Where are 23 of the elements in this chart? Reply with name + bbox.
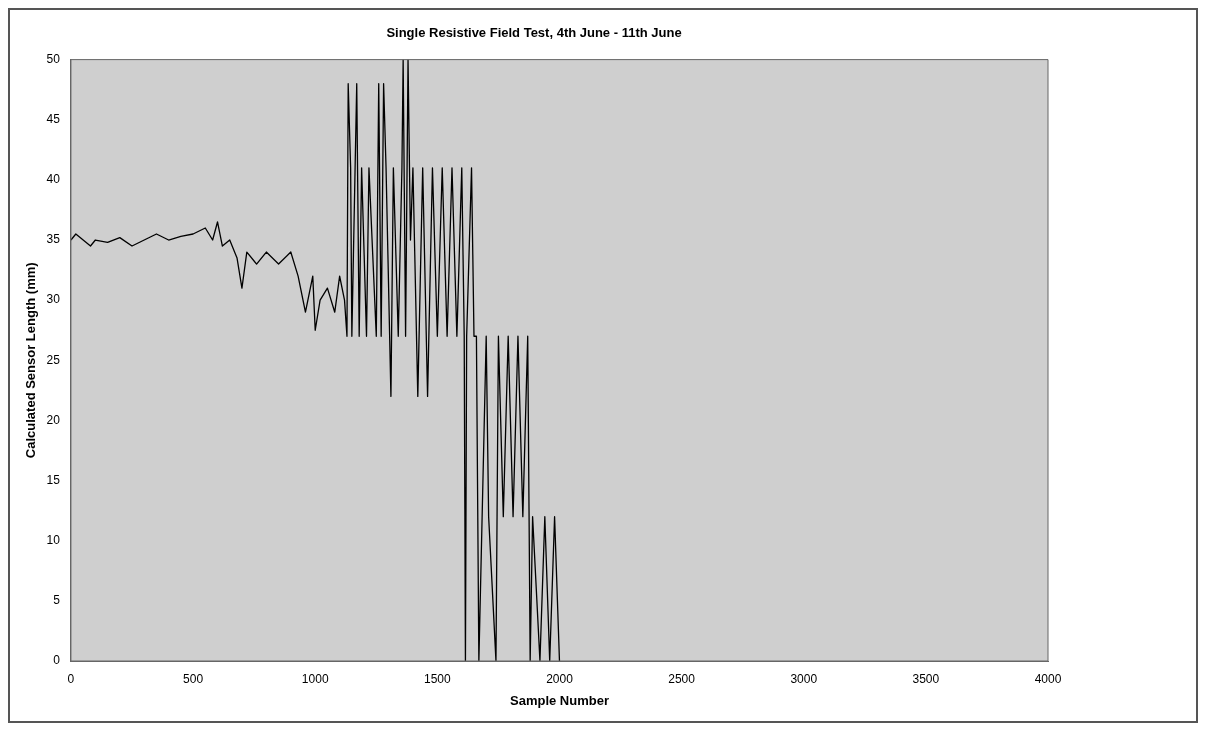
x-tick-label: 2500 (668, 671, 696, 686)
y-tick-label: 20 (46, 412, 61, 427)
y-tick-label: 5 (53, 593, 61, 608)
y-tick-label: 10 (46, 533, 61, 548)
chart-title: Single Resistive Field Test, 4th June - 11th June (386, 25, 682, 41)
x-tick-label: 1000 (301, 671, 329, 686)
x-tick-label: 0 (67, 671, 75, 686)
y-tick-label: 45 (46, 112, 61, 127)
x-axis-title: Sample Number (509, 692, 609, 708)
y-tick-label: 40 (46, 172, 61, 187)
y-tick-label: 30 (46, 292, 61, 307)
x-tick-label: 4000 (1034, 671, 1062, 686)
x-tick-label: 3500 (912, 671, 940, 686)
x-tick-label: 1500 (423, 671, 452, 686)
y-axis-title: Calculated Sensor Length (mm) (23, 262, 39, 459)
x-tick-label: 500 (183, 671, 204, 686)
y-tick-label: 0 (53, 653, 61, 668)
y-tick-label: 25 (46, 352, 61, 367)
y-tick-label: 35 (46, 232, 61, 247)
x-tick-label: 2000 (546, 671, 574, 686)
y-tick-label: 15 (46, 472, 61, 487)
y-tick-label: 50 (46, 51, 61, 66)
x-tick-label: 3000 (790, 671, 818, 686)
